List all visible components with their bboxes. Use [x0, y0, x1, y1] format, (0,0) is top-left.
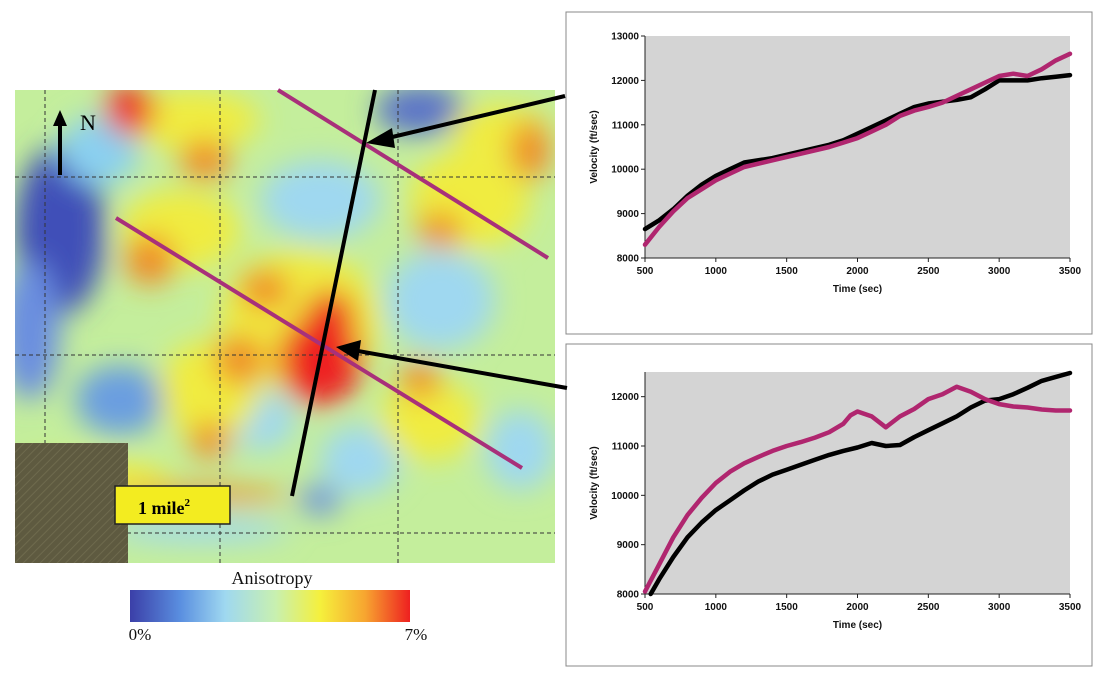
y-axis-label: Velocity (ft/sec) [589, 110, 600, 183]
y-tick-label: 9000 [617, 540, 640, 551]
x-tick-label: 500 [637, 602, 654, 613]
anisotropy-map: N 1 mile2 [15, 88, 555, 563]
x-tick-label: 2000 [846, 266, 869, 277]
y-tick-label: 10000 [611, 165, 639, 176]
arrow-to-bottom-chart [357, 349, 568, 390]
connector-arrows [336, 94, 568, 390]
arrow-head-bottom [336, 340, 361, 361]
x-tick-label: 1500 [776, 602, 799, 613]
y-tick-label: 11000 [612, 120, 640, 131]
y-axis-label: Velocity (ft/sec) [589, 446, 600, 519]
scale-label-box: 1 mile2 [114, 485, 231, 525]
series-line-black [642, 72, 1073, 232]
y-tick-label: 12000 [611, 392, 639, 403]
velocity-chart-top: 8000 9000 10000 11000 12000 13000 500 1000 1500 2… [589, 32, 1082, 296]
scale-square [15, 443, 128, 563]
x-tick-label: 2000 [846, 602, 869, 613]
x-axis-label: Time (sec) [833, 620, 882, 631]
x-tick-label: 3500 [1059, 602, 1082, 613]
colorbar: Anisotropy 0% 7% [129, 568, 428, 644]
x-axis-label: Time (sec) [833, 284, 882, 295]
colorbar-max-label: 7% [405, 625, 428, 644]
series-line-magenta [642, 384, 1073, 594]
magenta-line-lower [114, 216, 524, 470]
plot-area [645, 36, 1070, 258]
north-label: N [80, 110, 96, 135]
x-tick-label: 1500 [776, 266, 799, 277]
colorbar-min-label: 0% [129, 625, 152, 644]
x-tick-label: 3000 [988, 602, 1011, 613]
arrow-head-top [366, 128, 395, 148]
colorbar-gradient [130, 590, 410, 622]
y-tick-label: 8000 [617, 254, 640, 265]
colorbar-title: Anisotropy [232, 568, 313, 588]
y-tick-label: 8000 [617, 590, 640, 601]
x-tick-label: 2500 [917, 266, 940, 277]
x-tick-label: 3000 [988, 266, 1011, 277]
svg-text:1 mile2: 1 mile2 [138, 497, 191, 518]
black-profile-line [290, 89, 377, 497]
series-line-black [648, 370, 1073, 597]
survey-lines [114, 88, 550, 497]
y-tick-label: 9000 [617, 209, 640, 220]
x-tick-label: 500 [637, 266, 654, 277]
y-tick-label: 11000 [612, 442, 640, 453]
series-line-magenta [642, 51, 1073, 247]
y-tick-label: 12000 [611, 76, 639, 87]
north-arrow: N [53, 110, 96, 175]
y-tick-label: 13000 [611, 32, 639, 43]
x-tick-label: 1000 [705, 266, 728, 277]
x-tick-label: 3500 [1059, 266, 1082, 277]
x-tick-label: 2500 [917, 602, 940, 613]
x-tick-label: 1000 [705, 602, 728, 613]
scale-superscript: 2 [185, 497, 191, 509]
velocity-chart-bottom: 8000 9000 10000 11000 12000 500 1000 1500 2000 25… [589, 370, 1082, 631]
y-tick-label: 10000 [611, 491, 639, 502]
scale-label: 1 mile [138, 498, 185, 518]
magenta-line-upper [276, 88, 550, 260]
arrow-to-top-chart [387, 94, 566, 140]
